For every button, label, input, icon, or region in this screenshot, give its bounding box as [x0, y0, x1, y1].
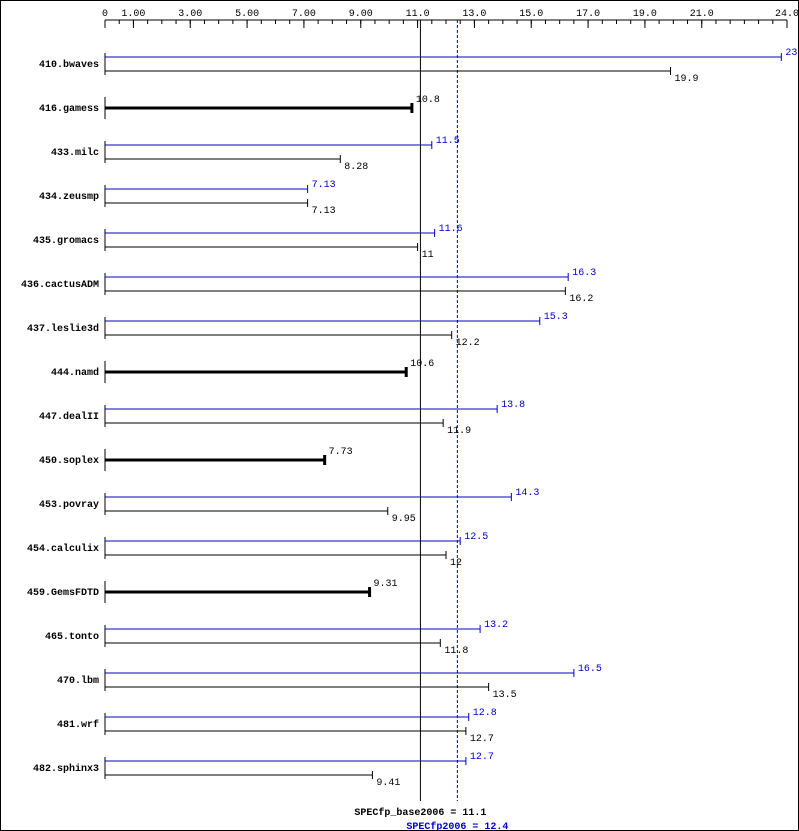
benchmark-name: 459.GemsFDTD [27, 588, 99, 599]
bar-value-label-peak: 12.5 [464, 532, 488, 543]
bar-value-label-peak: 12.7 [470, 752, 494, 763]
reference-line-label: SPECfp2006 = 12.4 [406, 821, 508, 831]
benchmark-name: 450.soplex [39, 455, 99, 467]
benchmark-name: 482.sphinx3 [33, 763, 99, 775]
bar-value-label-base: 16.2 [569, 294, 593, 305]
benchmark-name: 454.calculix [27, 543, 99, 555]
benchmark-name: 434.zeusmp [39, 192, 99, 203]
bar-value-label-peak: 15.3 [544, 312, 568, 323]
x-axis-tick-label: 3.00 [178, 9, 202, 20]
benchmark-name: 435.gromacs [33, 236, 99, 247]
spec-benchmark-chart: 0 1.00 3.00 5.00 7.00 9.00 11.0 13.0 15.0 17.0 19.… [0, 0, 799, 831]
bar-value-label-base: 9.41 [376, 778, 400, 789]
bar-value-label-base: 12 [450, 558, 462, 569]
bar-value-label-base: 9.95 [392, 514, 416, 525]
bar-value-label-peak: 11.5 [436, 136, 460, 147]
bar-value-label-peak: 13.2 [484, 620, 508, 631]
benchmark-name: 436.cactusADM [21, 280, 99, 291]
benchmark-name: 437.leslie3d [27, 323, 99, 335]
x-axis-tick-label: 11.0 [406, 9, 430, 20]
bar-value-label-base: 8.28 [344, 162, 368, 173]
benchmark-name: 433.milc [51, 147, 99, 159]
bar-value-label-base: 11.9 [447, 426, 471, 437]
benchmark-name: 416.gamess [39, 104, 99, 115]
bar-value-label-peak: 13.8 [501, 400, 525, 411]
bar-value-label: 10.6 [410, 359, 434, 370]
x-axis-tick-label: 17.0 [576, 9, 600, 20]
benchmark-name: 447.dealII [39, 411, 99, 423]
x-axis-tick-label: 1.00 [121, 9, 145, 20]
x-axis-tick-label: 21.0 [690, 9, 714, 20]
benchmark-name: 453.povray [39, 500, 99, 511]
bar-value-label-peak: 16.5 [578, 664, 602, 675]
bar-value-label: 9.31 [374, 579, 398, 590]
bar-value-label-base: 12.2 [456, 338, 480, 349]
bar-value-label-base: 11.8 [444, 646, 468, 657]
bar-value-label-base: 7.13 [312, 206, 336, 217]
benchmark-name: 481.wrf [57, 719, 99, 731]
bar-value-label-peak: 7.13 [312, 180, 336, 191]
benchmark-name: 470.lbm [57, 675, 99, 687]
x-axis-tick-label: 0 [102, 9, 108, 20]
bar-value-label-peak: 12.8 [473, 708, 497, 719]
x-axis-tick-label: 24.0 [775, 9, 799, 20]
benchmark-name: 410.bwaves [39, 59, 99, 71]
bar-value-label-base: 11 [422, 250, 434, 261]
benchmark-name: 465.tonto [45, 632, 99, 643]
bar-value-label-peak: 23.8 [785, 48, 799, 59]
x-axis-tick-label: 19.0 [633, 9, 657, 20]
x-axis-tick-label: 7.00 [292, 9, 316, 20]
bar-value-label-base: 13.5 [493, 690, 517, 701]
bar-value-label-base: 19.9 [674, 74, 698, 85]
reference-line-label: SPECfp_base2006 = 11.1 [354, 807, 486, 819]
bar-value-label: 10.8 [416, 95, 440, 106]
bar-value-label: 7.73 [329, 447, 353, 458]
x-axis-tick-label: 15.0 [519, 9, 543, 20]
bar-value-label-base: 12.7 [470, 734, 494, 745]
bar-value-label-peak: 11.6 [439, 224, 463, 235]
x-axis-tick-label: 5.00 [235, 9, 259, 20]
x-axis-tick-label: 9.00 [349, 9, 373, 20]
bar-value-label-peak: 16.3 [572, 268, 596, 279]
benchmark-name: 444.namd [51, 367, 99, 379]
bar-value-label-peak: 14.3 [515, 488, 539, 499]
x-axis-tick-label: 13.0 [462, 9, 486, 20]
